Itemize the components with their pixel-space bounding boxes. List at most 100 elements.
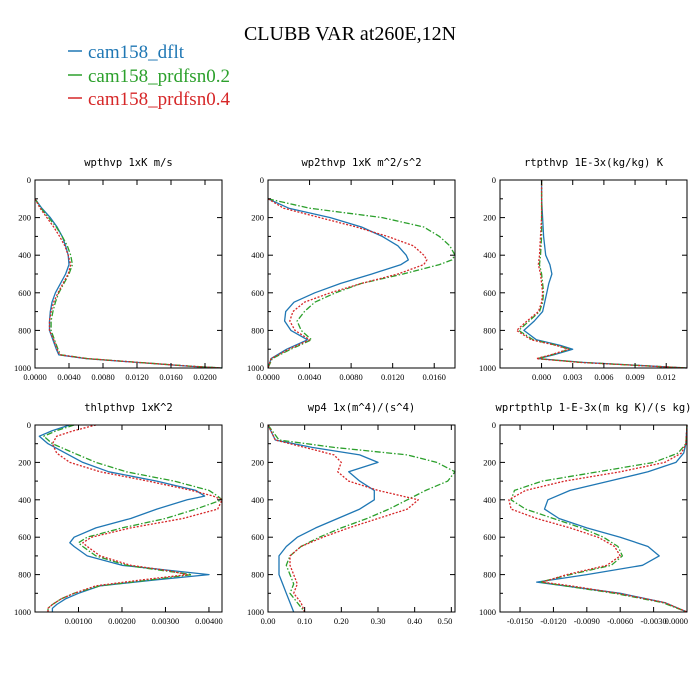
x-tick-label: 0.0160 <box>159 372 182 382</box>
y-tick-label: 1000 <box>479 363 496 373</box>
x-tick-label: 0.0080 <box>339 372 362 382</box>
series-line-dflt <box>523 180 688 369</box>
plot-frame <box>499 424 688 613</box>
x-tick-label: 0.0000 <box>256 372 279 382</box>
y-tick-label: 200 <box>251 213 264 223</box>
panel-title: wp4 1x(m^4)/(s^4) <box>308 402 415 414</box>
x-tick-label: 0.0200 <box>193 372 216 382</box>
x-tick-label: 0.0120 <box>125 372 148 382</box>
panel-title: rtpthvp 1E-3x(kg/kg) K <box>524 157 664 169</box>
series-line-prd04 <box>34 198 223 369</box>
panel-title: wp2thvp 1xK m^2/s^2 <box>301 157 421 169</box>
x-tick-label: 0.00200 <box>108 616 136 626</box>
x-tick-label: -0.0150 <box>507 616 533 626</box>
y-tick-label: 1000 <box>14 363 31 373</box>
series-line-prd02 <box>518 180 688 369</box>
y-tick-label: 1000 <box>247 607 264 617</box>
x-tick-label: 0.0000 <box>23 372 46 382</box>
panel-title: wpthvp 1xK m/s <box>84 157 173 169</box>
x-tick-label: 0.30 <box>371 616 386 626</box>
plot-frame <box>267 424 456 613</box>
series-line-prd04 <box>267 424 419 613</box>
y-tick-label: 600 <box>251 288 264 298</box>
panel-title: thlpthvp 1xK^2 <box>84 402 173 414</box>
y-tick-label: 400 <box>483 250 496 260</box>
series-line-dflt <box>267 198 409 369</box>
y-tick-label: 200 <box>18 457 31 467</box>
x-tick-label: 0.0040 <box>57 372 80 382</box>
x-tick-label: -0.0060 <box>607 616 633 626</box>
x-tick-label: 0.006 <box>594 372 613 382</box>
x-tick-label: 0.00400 <box>195 616 223 626</box>
y-tick-label: 400 <box>251 495 264 505</box>
x-tick-label: 0.20 <box>334 616 349 626</box>
y-tick-label: 0 <box>260 420 264 430</box>
x-tick-label: 0.000 <box>532 372 551 382</box>
y-tick-label: 0 <box>492 175 496 185</box>
plot-frame <box>499 179 688 369</box>
x-tick-label: 0.00300 <box>152 616 180 626</box>
y-tick-label: 600 <box>483 532 496 542</box>
x-tick-label: 0.009 <box>625 372 644 382</box>
x-tick-label: 0.10 <box>297 616 312 626</box>
plot-frame <box>267 179 456 369</box>
panel-title: wprtpthlp 1-E-3x(m kg K)/(s kg) <box>496 402 692 414</box>
series-line-prd02 <box>267 424 456 613</box>
series-line-dflt <box>34 198 223 369</box>
legend: cam158_dflt cam158_prdfsn0.2 cam158_prdf… <box>68 42 230 110</box>
y-tick-label: 200 <box>483 457 496 467</box>
x-tick-label: 0.00 <box>261 616 276 626</box>
y-tick-label: 200 <box>251 457 264 467</box>
y-tick-label: 0 <box>27 420 31 430</box>
panel-4: thlpthvp 1xK^2 0 200 400 600 800 1000 0.00100 0.… <box>14 402 223 626</box>
x-tick-label: 0.012 <box>657 372 676 382</box>
y-tick-label: 600 <box>18 288 31 298</box>
x-tick-label: 0.40 <box>407 616 422 626</box>
panel-6: wprtpthlp 1-E-3x(m kg K)/(s kg)0 200 400 60… <box>479 402 691 626</box>
x-tick-label: -0.0030 <box>640 616 666 626</box>
x-tick-label: 0.0120 <box>381 372 404 382</box>
y-tick-label: 600 <box>483 288 496 298</box>
series-line-prd04 <box>267 198 428 369</box>
figure-title: CLUBB VAR at260E,12N <box>244 23 456 45</box>
y-tick-label: 800 <box>18 570 31 580</box>
x-tick-label: 0.0000 <box>665 616 688 626</box>
x-tick-label: 0.00100 <box>65 616 93 626</box>
y-tick-label: 400 <box>18 250 31 260</box>
y-tick-label: 800 <box>251 570 264 580</box>
legend-label-prd04: cam158_prdfsn0.4 <box>88 89 230 110</box>
y-tick-label: 400 <box>251 250 264 260</box>
y-tick-label: 600 <box>251 532 264 542</box>
series-line-prd04 <box>47 424 223 612</box>
x-tick-label: 0.0160 <box>423 372 446 382</box>
plot-frame <box>34 179 223 369</box>
y-tick-label: 400 <box>18 495 31 505</box>
y-tick-label: 400 <box>483 495 496 505</box>
x-tick-label: -0.0120 <box>540 616 566 626</box>
y-tick-label: 800 <box>251 325 264 335</box>
x-tick-label: 0.0040 <box>298 372 321 382</box>
legend-label-prd02: cam158_prdfsn0.2 <box>88 66 230 87</box>
y-tick-label: 600 <box>18 532 31 542</box>
panel-2: wp2thvp 1xK m^2/s^2020040060080010000.00… <box>247 157 456 382</box>
panel-3: rtpthvp 1E-3x(kg/kg) K 0 200 400 600 800 1000 0… <box>479 157 688 382</box>
series-line-prd02 <box>43 424 223 612</box>
x-tick-label: 0.50 <box>437 616 452 626</box>
y-tick-label: 800 <box>483 570 496 580</box>
y-tick-label: 200 <box>18 213 31 223</box>
x-tick-label: 0.003 <box>563 372 582 382</box>
series-line-dflt <box>267 424 379 613</box>
y-tick-label: 200 <box>483 213 496 223</box>
x-tick-label: 0.0080 <box>91 372 114 382</box>
series-line-prd04 <box>508 424 688 613</box>
series-line-dflt <box>38 424 210 612</box>
y-tick-label: 0 <box>492 420 496 430</box>
y-tick-label: 1000 <box>479 607 496 617</box>
legend-label-dflt: cam158_dflt <box>88 42 185 63</box>
y-tick-label: 0 <box>260 175 264 185</box>
y-tick-label: 1000 <box>247 363 264 373</box>
